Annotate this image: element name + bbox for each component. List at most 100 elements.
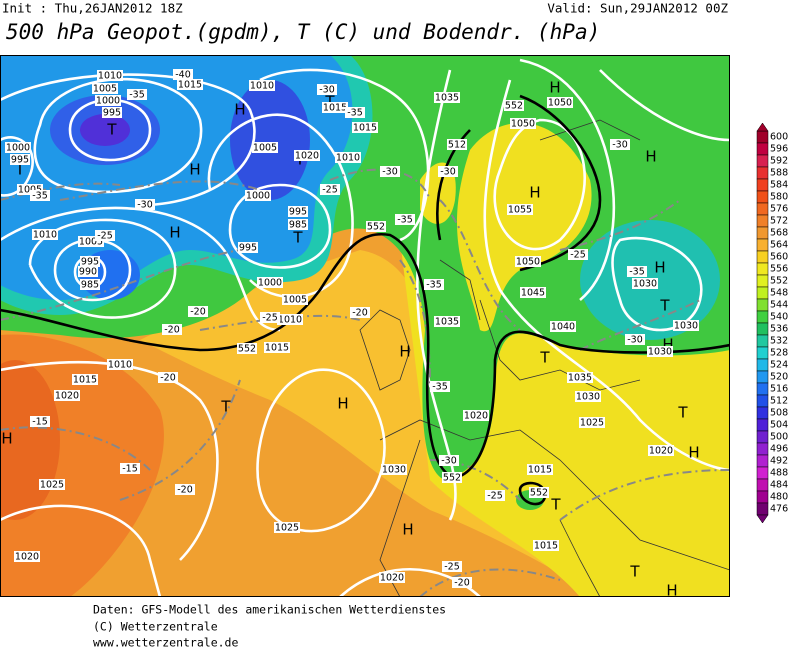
label-box xyxy=(579,417,605,428)
colorbar-label: 556 xyxy=(770,264,788,275)
colorbar-label: 508 xyxy=(770,408,788,419)
label-box xyxy=(442,472,462,483)
contour-label: 1015 xyxy=(265,343,289,354)
colorbar-swatch xyxy=(756,454,769,468)
colorbar-label: 572 xyxy=(770,216,788,227)
contour-label: 1050 xyxy=(548,98,572,109)
contour-label: 1030 xyxy=(674,321,698,332)
label-box xyxy=(625,334,645,345)
label-box xyxy=(627,266,647,277)
label-box xyxy=(520,287,546,298)
contour-label: 1055 xyxy=(508,205,532,216)
label-box xyxy=(14,551,40,562)
label-box xyxy=(127,89,147,100)
colorbar-label: 484 xyxy=(770,480,788,491)
colorbar-swatch xyxy=(756,322,769,336)
contour-label: -20 xyxy=(177,485,193,496)
contour-label: 1010 xyxy=(250,81,274,92)
pressure-center: H xyxy=(529,184,540,202)
label-box xyxy=(245,190,271,201)
field-region xyxy=(457,122,592,332)
label-box xyxy=(237,343,257,354)
colorbar-label: 584 xyxy=(770,180,788,191)
contour-label: 1030 xyxy=(648,347,672,358)
colorbar-swatch xyxy=(756,430,769,444)
label-box xyxy=(175,484,195,495)
contour-label: 1020 xyxy=(55,391,79,402)
colorbar-swatch xyxy=(756,190,769,204)
label-box xyxy=(442,561,462,572)
contour-label: 1010 xyxy=(33,230,57,241)
contour-label: 1015 xyxy=(528,465,552,476)
label-box xyxy=(529,487,549,498)
colorbar-swatch xyxy=(756,226,769,240)
colorbar-label: 544 xyxy=(770,300,788,311)
label-box xyxy=(95,95,121,106)
label-box xyxy=(381,464,407,475)
pressure-center: T xyxy=(677,404,688,422)
label-box xyxy=(294,150,320,161)
contour-label: 1005 xyxy=(283,295,307,306)
contour-label: -35 xyxy=(397,215,413,226)
colorbar-swatch xyxy=(756,478,769,492)
pressure-center: T xyxy=(550,496,561,514)
label-box xyxy=(632,278,658,289)
contour-label: 1010 xyxy=(278,315,302,326)
colorbar-label: 596 xyxy=(770,144,788,155)
contour-label: 1050 xyxy=(511,119,535,130)
label-box xyxy=(288,219,308,230)
contour-label: 1030 xyxy=(576,392,600,403)
contour-label: 985 xyxy=(81,280,99,291)
contour-label: 1015 xyxy=(353,123,377,134)
label-box xyxy=(260,312,280,323)
contour-label: -20 xyxy=(352,308,368,319)
colorbar-label: 492 xyxy=(770,456,788,467)
colorbar-label: 528 xyxy=(770,348,788,359)
pressure-center: H xyxy=(662,336,673,354)
contour-label: 985 xyxy=(289,220,307,231)
colorbar-label: 540 xyxy=(770,312,788,323)
coastline xyxy=(359,119,730,597)
contour-label: 1000 xyxy=(246,191,270,202)
label-box xyxy=(335,152,361,163)
colorbar-label: 480 xyxy=(770,492,788,503)
map-labels: T9951000100510101015-40-35T10009951005-3… xyxy=(1,69,700,597)
isotherm xyxy=(0,168,730,597)
contour-label: 1025 xyxy=(40,480,64,491)
label-box xyxy=(54,390,80,401)
colorbar-label: 588 xyxy=(770,168,788,179)
label-box xyxy=(252,142,278,153)
label-box xyxy=(72,374,98,385)
label-box xyxy=(673,320,699,331)
label-box xyxy=(78,236,104,247)
label-box xyxy=(533,540,559,551)
label-box xyxy=(158,372,178,383)
label-box xyxy=(575,391,601,402)
contour-label: 995 xyxy=(289,207,307,218)
contour-label: -25 xyxy=(444,562,460,573)
pressure-center: T xyxy=(292,229,303,247)
contour-label: 552 xyxy=(238,344,256,355)
colorbar-label: 536 xyxy=(770,324,788,335)
pressure-center: H xyxy=(189,161,200,179)
contour-label: 1000 xyxy=(96,96,120,107)
label-box xyxy=(238,242,258,253)
label-box xyxy=(322,102,348,113)
colorbar-label: 488 xyxy=(770,468,788,479)
label-box xyxy=(80,256,100,267)
contour-label: 1025 xyxy=(580,418,604,429)
contour-label: 552 xyxy=(530,488,548,499)
colorbar-swatch xyxy=(756,310,769,324)
label-box xyxy=(78,266,98,277)
label-box xyxy=(257,277,283,288)
label-box xyxy=(249,80,275,91)
colorbar-label: 600 xyxy=(770,132,788,143)
label-box xyxy=(424,279,444,290)
contour-label: 512 xyxy=(448,140,466,151)
contour-label: 1020 xyxy=(15,552,39,563)
pressure-center: H xyxy=(654,259,665,277)
colorbar-swatch xyxy=(756,250,769,264)
label-box xyxy=(320,184,340,195)
colorbar-label: 500 xyxy=(770,432,788,443)
contour-label: -20 xyxy=(190,307,206,318)
